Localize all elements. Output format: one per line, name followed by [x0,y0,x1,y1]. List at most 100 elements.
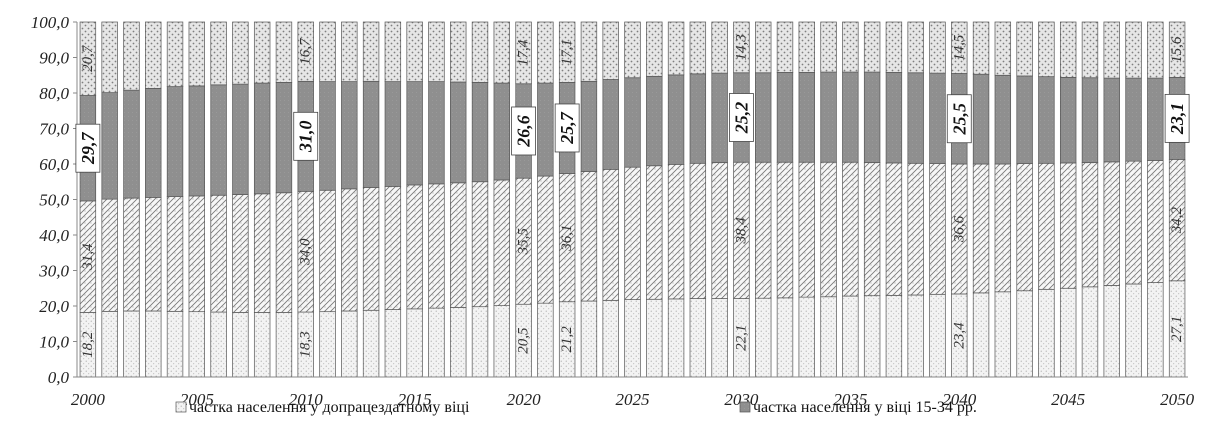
bar-segment-2045-s1 [1059,162,1077,289]
bar-segment-2013-s2 [362,80,380,188]
data-label-box [554,103,580,153]
bar-segment-2048-s3 [1125,21,1142,79]
bar-segment-2006-s0 [210,311,227,378]
bar-segment-2050-s3 [1168,21,1186,78]
bar-segment-2034-s3 [820,21,837,73]
data-label: 34,2 [1169,206,1185,234]
data-label: 15,6 [1169,36,1185,63]
bar-segment-2023-s0 [580,300,598,378]
bar-segment-2031-s2 [755,72,772,163]
bar-segment-2009-s3 [275,21,293,83]
data-label: 36,1 [559,225,575,252]
data-label: 20,7 [80,44,96,72]
bar-segment-2028-s1 [689,162,707,299]
bar-segment-2020-s3 [515,21,532,85]
bar-segment-2042-s2 [994,74,1012,165]
data-label: 21,2 [559,326,575,353]
bar-segment-2028-s3 [689,21,707,75]
data-label-boxed: 31,0 [296,121,316,154]
bar-segment-2037-s0 [885,295,903,378]
bar-segment-2030-s3 [733,21,750,74]
data-label: 18,2 [80,331,96,358]
bar-segment-2037-s2 [885,72,903,164]
bar-segment-2041-s3 [972,21,990,75]
bars-group [79,21,1186,378]
bar-segment-2032-s2 [776,72,794,163]
bar-segment-2025-s3 [624,21,641,79]
bar-segment-2024-s0 [602,299,619,378]
bar-segment-2026-s2 [646,75,663,167]
bar-segment-2038-s0 [907,294,924,378]
bar-segment-2031-s3 [755,21,772,74]
bar-segment-2043-s3 [1016,21,1033,77]
bar-segment-2033-s0 [798,296,815,378]
bar-segment-2015-s2 [406,81,423,186]
data-label-boxed: 23,1 [1167,103,1187,136]
bar-segment-2045-s3 [1059,21,1077,78]
bar-segment-2024-s3 [602,21,619,80]
bar-segment-2032-s1 [776,161,794,299]
bar-segment-2015-s0 [406,308,423,378]
bar-segment-2034-s1 [820,161,837,298]
bar-segment-2037-s1 [885,162,903,296]
bar-segment-2044-s3 [1038,21,1055,78]
x-tick-label: 2045 [1051,390,1085,409]
y-tick-label: 10,0 [39,333,69,352]
bar-segment-2049-s2 [1147,77,1164,161]
bar-segment-2029-s3 [711,21,728,74]
bar-segment-2022-s3 [558,21,576,83]
bar-segment-2002-s3 [123,21,140,91]
bar-segment-2001-s3 [101,21,118,94]
bar-segment-2018-s0 [471,306,489,378]
y-tick-label: 50,0 [39,191,69,210]
bar-segment-2009-s1 [275,192,293,313]
bar-segment-2041-s0 [972,292,990,378]
bar-segment-2012-s1 [341,188,358,312]
bar-segment-2007-s3 [232,21,249,85]
data-label-box [729,93,754,142]
bar-segment-2013-s0 [362,309,380,378]
bar-segment-2006-s3 [210,21,227,86]
bar-segment-2026-s0 [646,298,663,378]
bar-segment-2004-s3 [166,21,184,87]
x-tick-label: 2015 [398,390,432,409]
bar-segment-2028-s0 [689,298,707,378]
x-tick-label: 2050 [1160,390,1195,409]
bar-segment-2046-s0 [1081,286,1099,378]
data-label: 14,5 [951,34,967,61]
bar-segment-2048-s0 [1125,283,1142,378]
bar-segment-2042-s3 [994,21,1012,76]
bar-segment-2021-s0 [537,302,554,378]
data-label: 34,0 [298,238,314,266]
data-label: 20,5 [516,327,532,354]
bar-segment-2024-s2 [602,79,619,170]
bar-segment-2038-s2 [907,72,924,164]
x-tick-label: 2025 [616,390,650,409]
y-tick-label: 80,0 [39,84,69,103]
bar-segment-2001-s2 [101,92,118,200]
bar-segment-2027-s2 [667,74,685,165]
bar-segment-2029-s2 [711,72,728,163]
data-label: 18,3 [298,331,314,357]
bar-segment-2021-s3 [537,21,554,84]
bar-segment-2046-s3 [1081,21,1099,79]
bar-segment-2014-s2 [384,81,402,187]
bar-segment-2003-s1 [145,197,162,312]
data-label-boxed: 29,7 [78,131,98,165]
bar-segment-2014-s0 [384,309,402,378]
bar-segment-2011-s3 [319,21,336,82]
bar-segment-2012-s2 [341,81,358,190]
data-label: 16,7 [298,37,314,65]
bar-segment-2013-s1 [362,187,380,311]
data-labels-group: 18,2 18,3 20,5 21,2 22,1 23,4 27,1 31,4 34,0 35,5… [75,34,1190,358]
bar-segment-2037-s3 [885,21,903,73]
bar-segment-2048-s2 [1125,77,1142,162]
bar-segment-2008-s1 [253,193,271,313]
data-label-box [511,106,536,156]
bar-segment-2041-s1 [972,163,990,294]
bar-segment-2044-s2 [1038,76,1055,164]
y-tick-label: 60,0 [39,155,69,174]
bar-segment-2003-s2 [145,88,162,198]
x-tick-label: 2040 [942,390,977,409]
bar-segment-2041-s2 [972,73,990,165]
